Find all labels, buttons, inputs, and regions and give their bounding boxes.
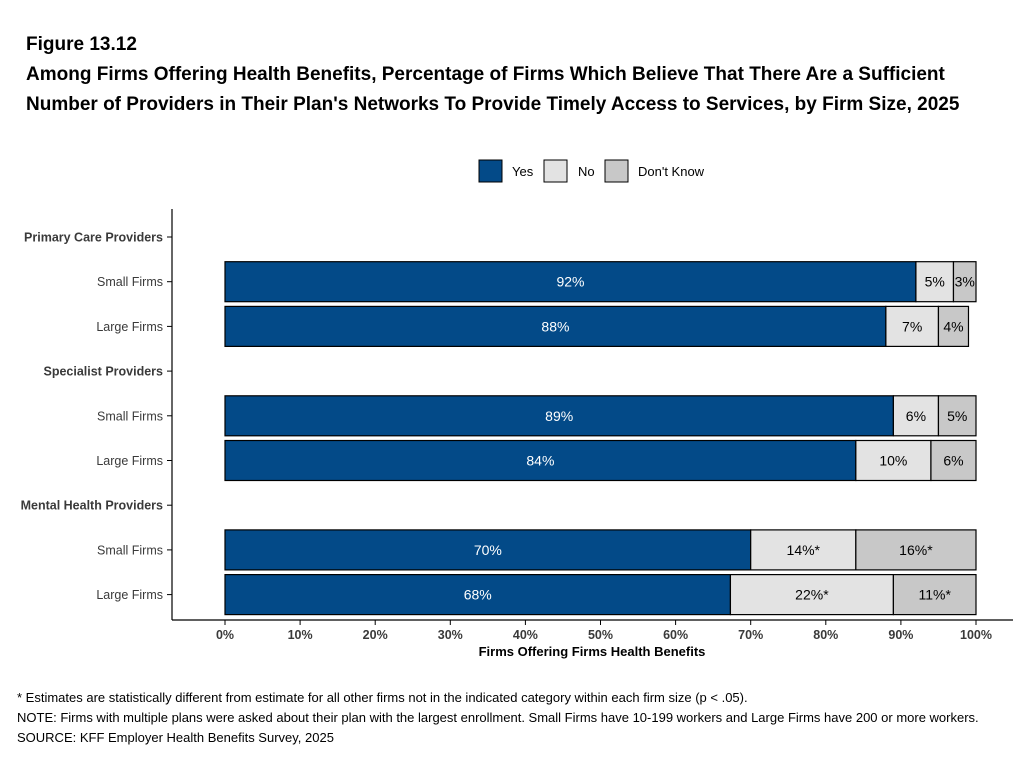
group-label-2: Mental Health Providers [21, 499, 163, 513]
data-label: 68% [464, 587, 492, 603]
x-tick-label: 10% [288, 628, 313, 642]
bar-segment-no [885, 305, 940, 347]
data-label: 6% [906, 408, 926, 424]
data-label: 84% [526, 453, 554, 469]
bar-segment-yes [224, 529, 752, 571]
chart-title: Among Firms Offering Health Benefits, Pe… [26, 64, 960, 115]
data-label: 5% [947, 408, 967, 424]
data-label: 70% [474, 542, 502, 558]
data-label: 88% [541, 318, 569, 334]
data-label: 7% [902, 318, 922, 334]
method-note: NOTE: Firms with multiple plans were ask… [17, 710, 979, 725]
data-label: 10% [879, 453, 907, 469]
bar-segment-no [750, 529, 857, 571]
bar-segment-yes [224, 305, 887, 347]
data-label: 5% [925, 274, 945, 290]
data-label: 89% [545, 408, 573, 424]
x-tick-label: 50% [588, 628, 613, 642]
bar-segment-no [892, 395, 940, 437]
data-label: 92% [556, 274, 584, 290]
data-label: 6% [943, 453, 963, 469]
bar-segment-no [915, 261, 955, 303]
data-label: 16%* [899, 542, 933, 558]
bar-segment-yes [224, 395, 894, 437]
category-label: Small Firms [97, 275, 163, 289]
x-tick-label: 70% [738, 628, 763, 642]
x-tick-label: 30% [438, 628, 463, 642]
category-label: Large Firms [96, 588, 163, 602]
legend-swatch-0 [478, 159, 503, 183]
chart-notes: * Estimates are statistically different … [17, 688, 1007, 748]
legend-label-1: No [578, 164, 595, 179]
legend-label-0: Yes [512, 164, 534, 179]
bar-segment-yes [224, 439, 857, 482]
category-label: Large Firms [96, 320, 163, 334]
category-label: Large Firms [96, 454, 163, 468]
title-block: Figure 13.12 Among Firms Offering Health… [26, 30, 1006, 120]
bar-segment-no [855, 439, 932, 482]
stacked-bar-chart: Yes No Don't Know Primary Care Providers Sma… [21, 159, 1013, 659]
group-label-0: Primary Care Providers [24, 231, 163, 245]
data-label: 3% [955, 274, 975, 290]
source-note: SOURCE: KFF Employer Health Benefits Sur… [17, 730, 334, 745]
x-axis-title: Firms Offering Firms Health Benefits [479, 644, 706, 659]
bar-segment-dont-know [952, 261, 977, 303]
bar-segment-dont-know [930, 439, 977, 482]
bar-segment-dont-know [892, 573, 977, 616]
group-label-1: Specialist Providers [43, 365, 163, 379]
x-tick-label: 20% [363, 628, 388, 642]
x-tick-label: 80% [813, 628, 838, 642]
asterisk-note: * Estimates are statistically different … [17, 690, 748, 705]
category-label: Small Firms [97, 543, 163, 557]
bar-segment-dont-know [855, 529, 977, 571]
category-label: Small Firms [97, 409, 163, 423]
bar-segment-dont-know [937, 305, 970, 347]
x-tick-label: 60% [663, 628, 688, 642]
data-label: 11%* [918, 587, 951, 603]
legend-label-2: Don't Know [638, 164, 705, 179]
x-tick-label: 40% [513, 628, 538, 642]
x-tick-label: 100% [960, 628, 992, 642]
legend-swatch-2 [604, 159, 629, 183]
bar-segment-yes [224, 573, 732, 616]
legend-swatch-1 [543, 159, 568, 183]
data-label: 14%* [787, 542, 821, 558]
x-tick-label: 90% [888, 628, 913, 642]
data-label: 22%* [795, 587, 829, 603]
bar-segment-dont-know [937, 395, 977, 437]
x-tick-label: 0% [216, 628, 234, 642]
data-label: 4% [943, 318, 963, 334]
figure-label: Figure 13.12 [26, 34, 137, 55]
